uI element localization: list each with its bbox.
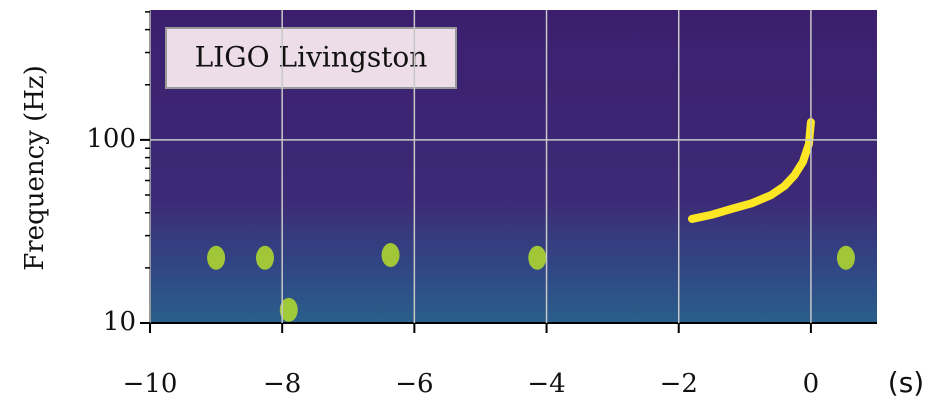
blob <box>207 245 226 270</box>
blob <box>836 245 855 270</box>
plot-area <box>207 118 855 322</box>
blob <box>528 245 547 270</box>
y-tick-label: 100 <box>86 124 136 154</box>
annotation-box <box>165 27 457 89</box>
chirp-track <box>687 118 815 223</box>
x-tick-label: −8 <box>263 369 301 399</box>
y-tick-label: 10 <box>103 307 136 337</box>
blob <box>255 245 274 270</box>
x-tick-label: 0 <box>803 369 820 399</box>
blob <box>381 243 400 268</box>
y-axis-label: Frequency (Hz) <box>20 65 50 271</box>
x-tick-label: −10 <box>123 369 178 399</box>
x-axis-label: (s) <box>888 366 924 399</box>
blob <box>279 297 298 322</box>
x-tick-label: −6 <box>395 369 433 399</box>
x-tick-label: −2 <box>660 369 698 399</box>
annotation: LIGO Livingston <box>195 41 428 74</box>
x-tick-label: −4 <box>527 369 565 399</box>
